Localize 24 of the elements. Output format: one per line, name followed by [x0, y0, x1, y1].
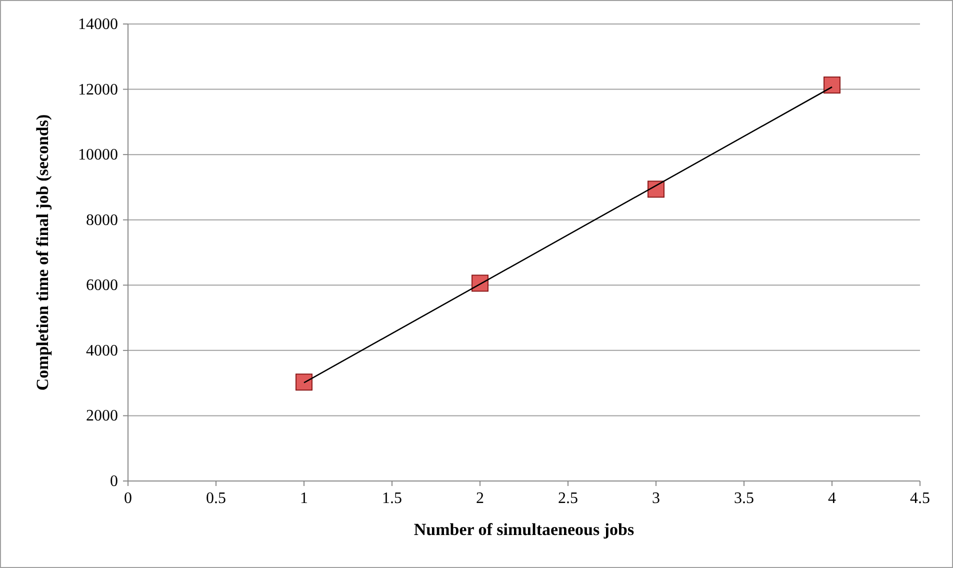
x-tick-label: 1 — [300, 490, 308, 507]
point — [472, 274, 488, 292]
x-tick-label: 4 — [828, 490, 836, 507]
x-tick-label: 0 — [124, 490, 132, 507]
y-tick-label: 12000 — [78, 81, 118, 98]
point — [648, 180, 664, 198]
x-tick-label: 3.5 — [734, 490, 754, 507]
y-tick-label: 8000 — [86, 212, 118, 229]
x-tick-label: 1.5 — [382, 490, 402, 507]
x-tick-label: 0.5 — [206, 490, 226, 507]
x-tick-label: 2 — [476, 490, 484, 507]
y-tick-label: 0 — [110, 473, 118, 490]
point — [296, 374, 312, 391]
y-tick-label: 6000 — [86, 277, 118, 294]
x-tick-label: 3 — [652, 490, 660, 507]
y-tick-label: 4000 — [86, 342, 118, 360]
x-axis-title: Number of simultaeneous jobs — [414, 520, 634, 539]
y-tick-label: 14000 — [78, 16, 118, 33]
point — [824, 76, 840, 94]
x-tick-label: 4.5 — [910, 490, 930, 507]
y-tick-label: 10000 — [78, 146, 118, 164]
y-axis-title: Completion time of final job (seconds) — [33, 114, 52, 391]
y-tick-label: 2000 — [86, 408, 118, 425]
x-tick-label: 2.5 — [558, 490, 578, 507]
